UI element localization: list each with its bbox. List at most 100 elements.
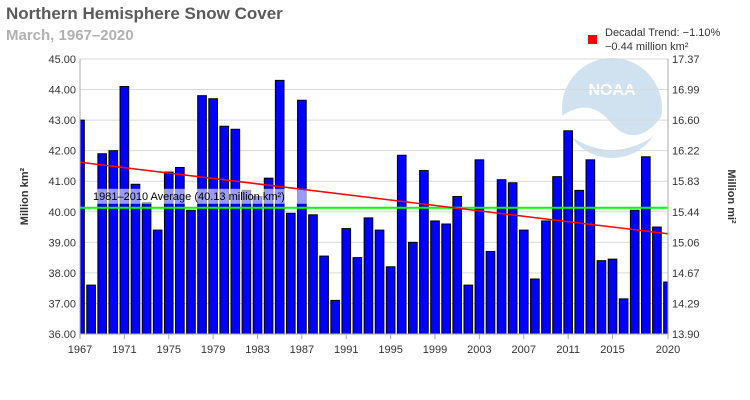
bar-1992 [352,257,363,334]
noaa-logo: NOAA [562,58,662,158]
bar-1981 [230,128,241,334]
y-tick-label-left: 39.00 [48,237,76,249]
y-tick-label-right: 14.67 [672,268,700,280]
bar-2016 [618,298,629,334]
x-tick-label: 1979 [201,344,225,356]
x-tick-label: 1995 [378,344,402,356]
x-tick-label: 2015 [600,344,624,356]
y-tick-label-right: 16.99 [672,85,700,97]
bar-1991 [341,228,352,334]
bar-1990 [330,299,340,334]
bar-2020 [663,281,668,334]
bar-1980 [219,125,230,334]
y-tick-label-right: 15.44 [672,207,700,219]
bar-1972 [130,183,141,334]
noaa-logo-wave [562,107,662,150]
bar-1983 [252,196,263,334]
y-tick-label-left: 37.00 [48,298,76,310]
bar-2005 [496,179,507,334]
bar-1993 [363,217,374,334]
average-label: 1981–2010 Average (40.13 million km²) [93,191,285,203]
bar-1988 [308,214,318,334]
bar-1994 [374,229,385,334]
x-tick-label: 1967 [68,344,92,356]
noaa-logo-text: NOAA [588,82,636,99]
bar-2003 [474,159,485,334]
bar-2012 [574,189,585,334]
y-tick-label-right: 17.37 [672,54,700,66]
bar-2013 [585,159,596,334]
average-label-bg [90,188,312,204]
x-tick-label: 2011 [556,344,580,356]
x-tick-label: 1971 [112,344,136,356]
y-tick-label-left: 45.00 [48,54,76,66]
noaa-logo-circle [562,58,662,158]
bar-1996 [396,154,407,334]
trend-line [79,161,669,235]
x-tick-label: 2020 [656,344,680,356]
bar-1978 [197,95,207,334]
y-tick-label-right: 13.90 [672,329,700,341]
chart-title: Northern Hemisphere Snow Cover [6,4,283,23]
bar-1995 [385,266,396,334]
bar-2011 [563,130,573,334]
legend-line-1: Decadal Trend: −1.10% [605,27,721,39]
legend-swatch-trend [588,35,597,44]
bar-1997 [408,241,418,334]
y-tick-label-right: 14.29 [672,298,700,310]
bar-2007 [518,229,529,334]
bar-1971 [119,86,130,334]
x-tick-label: 1987 [290,344,314,356]
bar-2018 [640,156,651,334]
x-tick-label: 1999 [423,344,447,356]
x-tick-label: 1975 [157,344,181,356]
bar-1974 [152,229,163,334]
bar-2000 [441,223,451,334]
bar-2009 [541,220,551,334]
bar-2019 [652,226,662,334]
bar-1986 [285,212,296,334]
y-tick-label-right: 15.06 [672,237,700,249]
bar-1968 [86,284,96,334]
bar-1998 [419,170,429,334]
bar-2010 [552,176,562,334]
bar-2017 [629,209,640,334]
x-tick-label: 1983 [245,344,269,356]
bar-1975 [163,171,174,334]
chart-subtitle: March, 1967–2020 [6,27,134,44]
y-tick-label-right: 16.22 [672,146,700,158]
y-tick-label-left: 40.00 [48,207,76,219]
y-tick-label-left: 42.00 [48,146,76,158]
bar-2001 [452,196,463,334]
y-tick-label-right: 15.83 [672,176,700,188]
bar-2015 [607,258,618,334]
bar-1973 [141,202,152,334]
bar-1969 [97,153,108,334]
y-tick-label-left: 43.00 [48,115,76,127]
bar-1987 [297,99,307,334]
x-tick-label: 2003 [467,344,491,356]
bar-1976 [175,166,185,334]
bar-1977 [186,209,196,334]
bar-1979 [208,98,218,334]
bar-2008 [530,278,540,334]
bar-1982 [241,189,252,334]
x-tick-label: 1991 [334,344,358,356]
bar-1989 [319,255,329,334]
bar-1999 [430,220,440,334]
bar-1984 [263,177,274,334]
y-tick-label-left: 38.00 [48,268,76,280]
y-tick-label-left: 41.00 [48,176,76,188]
bar-1970 [108,150,119,334]
legend-line-2: −0.44 million km² [605,41,689,53]
y-tick-label-right: 16.60 [672,115,700,127]
bar-2014 [596,260,607,334]
y-tick-label-left: 36.00 [48,329,76,341]
y-axis-title-right: Million mi² [725,169,737,224]
bar-2002 [463,284,474,334]
bar-2004 [485,251,496,334]
bar-2006 [507,182,518,334]
y-axis-title-left: Million km² [19,167,31,225]
